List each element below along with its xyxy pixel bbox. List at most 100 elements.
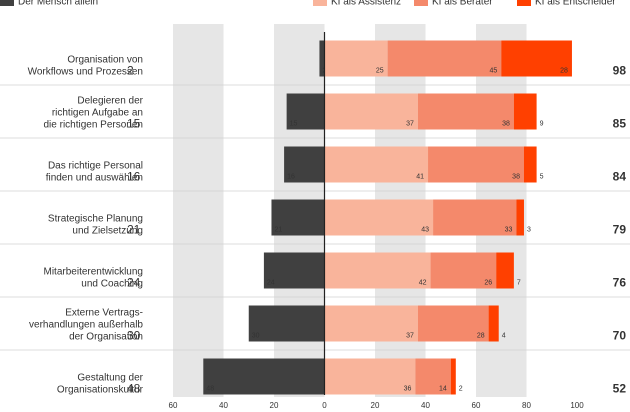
human-value: 30 xyxy=(127,329,141,343)
x-tick-label: 20 xyxy=(371,401,380,410)
total-value: 85 xyxy=(613,117,627,131)
bar xyxy=(496,252,514,289)
total-value: 70 xyxy=(613,329,627,343)
legend-label: KI als Entscheider xyxy=(535,0,616,8)
bar-label: 33 xyxy=(505,226,513,233)
bar-label: 24 xyxy=(267,279,275,286)
bar xyxy=(248,305,325,342)
bar-label: 28 xyxy=(477,332,485,339)
bar-label: 42 xyxy=(419,279,427,286)
bar xyxy=(501,40,572,77)
category-line: der Organisation xyxy=(69,331,143,342)
total-value: 84 xyxy=(613,170,627,184)
bar-label: 5 xyxy=(540,173,544,180)
x-tick-label: 100 xyxy=(570,401,584,410)
human-value: 15 xyxy=(127,117,141,131)
category-line: Workflows und Prozessen xyxy=(28,66,143,77)
bar xyxy=(324,305,418,342)
bar-label: 41 xyxy=(416,173,424,180)
bar xyxy=(450,358,456,395)
bar xyxy=(387,40,502,77)
category-line: Mitarbeiterentwicklung xyxy=(44,266,144,277)
bar-label: 4 xyxy=(502,332,506,339)
bar xyxy=(324,146,429,183)
bar-label: 2 xyxy=(459,385,463,392)
bar xyxy=(523,146,537,183)
bar xyxy=(415,358,451,395)
bar xyxy=(286,93,325,130)
category-label: Das richtige Personal finden und auswähle… xyxy=(46,160,143,183)
bar-label: 38 xyxy=(512,173,520,180)
category-line: richtigen Aufgabe an xyxy=(52,107,143,118)
category-label: Externe Vertrags-verhandlungen außerhalb… xyxy=(29,307,143,342)
category-line: finden und auswählen xyxy=(46,172,143,183)
bar xyxy=(433,199,517,236)
legend-swatch xyxy=(517,0,531,6)
bar-label: 48 xyxy=(206,385,214,392)
x-tick-label: 0 xyxy=(322,401,327,410)
bar xyxy=(324,93,418,130)
category-line: und Coaching xyxy=(81,278,143,289)
category-line: Strategische Planung xyxy=(48,213,143,224)
bar xyxy=(324,40,388,77)
category-label: Delegieren der richtigen Aufgabe an die ri… xyxy=(43,95,143,130)
total-value: 98 xyxy=(613,64,627,78)
total-value: 79 xyxy=(613,223,627,237)
bar-label: 21 xyxy=(274,226,282,233)
bar-label: 26 xyxy=(484,279,492,286)
category-line: Delegieren der xyxy=(77,95,143,106)
x-tick-label: 40 xyxy=(219,401,228,410)
bar xyxy=(263,252,325,289)
bar-label: 3 xyxy=(527,226,531,233)
bar xyxy=(516,199,524,236)
category-line: verhandlungen außerhalb xyxy=(29,319,143,330)
human-value: 48 xyxy=(127,382,141,396)
category-line: Organisation von xyxy=(67,54,143,65)
bar-label: 28 xyxy=(560,67,568,74)
category-line: Das richtige Personal xyxy=(48,160,143,171)
legend-label: KI als Assistenz xyxy=(331,0,401,8)
human-value: 2 xyxy=(127,64,134,78)
bar-label: 16 xyxy=(287,173,295,180)
legend-label: Der Mensch allein xyxy=(18,0,98,8)
bar xyxy=(284,146,325,183)
category-label: Organisation von Workflows und Prozessen xyxy=(28,54,143,77)
legend-swatch xyxy=(0,0,14,6)
legend-label: KI als Berater xyxy=(432,0,493,8)
bar-label: 30 xyxy=(252,332,260,339)
bar xyxy=(488,305,499,342)
x-tick-label: 80 xyxy=(522,401,531,410)
category-line: und Zielsetzung xyxy=(72,225,143,236)
bar-label: 36 xyxy=(404,385,412,392)
human-value: 16 xyxy=(127,170,141,184)
legend-swatch xyxy=(414,0,428,6)
bar-label: 9 xyxy=(540,120,544,127)
bar-label: 15 xyxy=(290,120,298,127)
bar-label: 37 xyxy=(406,120,414,127)
category-line: Externe Vertrags- xyxy=(65,307,143,318)
human-value: 21 xyxy=(127,223,141,237)
category-line: die richtigen Personen xyxy=(43,119,143,130)
bar xyxy=(203,358,325,395)
category-line: Organisationskultur xyxy=(57,384,144,395)
human-value: 24 xyxy=(127,276,141,290)
category-line: Gestaltung der xyxy=(77,372,143,383)
category-label: Strategische Planung und Zielsetzung xyxy=(48,213,143,236)
bar xyxy=(428,146,524,183)
bar xyxy=(417,305,489,342)
x-tick-label: 20 xyxy=(270,401,279,410)
bar-label: 7 xyxy=(517,279,521,286)
x-tick-label: 40 xyxy=(421,401,430,410)
bar-label: 25 xyxy=(376,67,384,74)
bar xyxy=(324,358,416,395)
bar-label: 38 xyxy=(502,120,510,127)
band xyxy=(173,24,224,397)
total-value: 76 xyxy=(613,276,627,290)
bar-label: 14 xyxy=(439,385,447,392)
bar xyxy=(430,252,497,289)
bar xyxy=(324,199,434,236)
category-label: Gestaltung der Organisationskultur xyxy=(57,372,144,395)
bar xyxy=(324,252,431,289)
bar-label: 45 xyxy=(489,67,497,74)
